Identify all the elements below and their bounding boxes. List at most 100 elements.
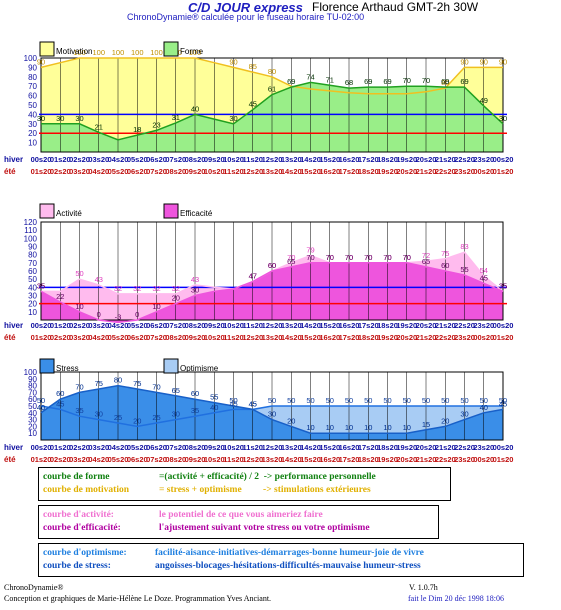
ete-tick: 01s20 xyxy=(31,455,52,464)
y-tick-label: 20 xyxy=(28,422,37,431)
data-label: 30 xyxy=(229,114,237,123)
ete-tick: 03s20 xyxy=(69,333,90,342)
ete-tick: 05s20 xyxy=(108,333,129,342)
ete-tick: 20s20 xyxy=(396,333,417,342)
y-tick-label: 30 xyxy=(28,292,37,301)
data-label: 35 xyxy=(191,406,199,415)
legend-optimisme-text: facilité-aisance-initiatives-démarrages-… xyxy=(155,548,424,558)
hiver-tick: 19s20 xyxy=(396,443,417,452)
data-label: 18 xyxy=(133,125,141,134)
data-label: 10 xyxy=(326,423,334,432)
data-label: 69 xyxy=(383,77,391,86)
legend-swatch xyxy=(163,358,179,374)
data-label: 30 xyxy=(37,114,45,123)
data-label: 50 xyxy=(75,269,83,278)
data-label: 35 xyxy=(37,281,45,290)
data-label: 32 xyxy=(172,284,180,293)
hiver-tick: 14s20 xyxy=(300,443,321,452)
hiver-tick: 10s20 xyxy=(223,443,244,452)
hiver-tick: 03s20 xyxy=(88,321,109,330)
data-label: 10 xyxy=(345,423,353,432)
data-label: 50 xyxy=(460,396,468,405)
hiver-tick: 15s20 xyxy=(319,155,340,164)
data-label: 70 xyxy=(345,253,353,262)
data-label: 90 xyxy=(480,57,488,66)
ete-tick: 10s20 xyxy=(204,333,225,342)
ete-tick: 18s20 xyxy=(358,167,379,176)
hiver-tick: 01s20 xyxy=(50,443,71,452)
data-label: 55 xyxy=(210,393,218,402)
legend-series-name: Stress xyxy=(56,364,79,373)
hiver-tick: 15s20 xyxy=(319,443,340,452)
data-label: 70 xyxy=(326,253,334,262)
data-label: 70 xyxy=(403,253,411,262)
hiver-tick: 20s20 xyxy=(416,443,437,452)
ete-tick: 00s20 xyxy=(473,167,494,176)
ete-tick: 16s20 xyxy=(319,333,340,342)
data-label: 43 xyxy=(191,275,199,284)
ete-tick: 07s20 xyxy=(146,167,167,176)
ete-tick: 04s20 xyxy=(88,333,109,342)
data-label: 0 xyxy=(135,310,139,319)
data-label: 71 xyxy=(326,75,334,84)
data-label: 35 xyxy=(37,281,45,290)
data-label: 50 xyxy=(229,396,237,405)
y-tick-label: 40 xyxy=(28,110,37,119)
footer-credits: Conception et graphiques de Marie-Hélène… xyxy=(4,594,272,603)
ete-tick: 19s20 xyxy=(377,455,398,464)
data-label: 20 xyxy=(133,416,141,425)
legend-swatch xyxy=(163,203,179,219)
data-label: 70 xyxy=(345,253,353,262)
ete-tick: 11s20 xyxy=(223,333,243,342)
data-label: 25 xyxy=(152,413,160,422)
ete-tick: 05s20 xyxy=(108,167,129,176)
hiver-tick: 23s20 xyxy=(473,321,494,330)
data-label: 70 xyxy=(287,253,295,262)
hiver-tick: 06s20 xyxy=(146,155,167,164)
data-label: 65 xyxy=(172,386,180,395)
data-label: 20 xyxy=(441,416,449,425)
hiver-tick: 09s20 xyxy=(204,321,225,330)
data-label: 69 xyxy=(460,77,468,86)
ete-tick: 08s20 xyxy=(165,167,186,176)
ete-tick: 08s20 xyxy=(165,455,186,464)
ete-tick: 16s20 xyxy=(319,167,340,176)
data-label: 45 xyxy=(249,399,257,408)
y-tick-label: 60 xyxy=(28,92,37,101)
ete-tick: 01s20 xyxy=(31,333,52,342)
ete-tick: 12s20 xyxy=(242,455,263,464)
hiver-tick: 19s20 xyxy=(396,155,417,164)
hiver-tick: 08s20 xyxy=(185,321,206,330)
subtitle: ChronoDynamie® calculée pour le fuseau h… xyxy=(127,12,365,22)
data-label: 69 xyxy=(287,77,295,86)
hiver-tick: 14s20 xyxy=(300,321,321,330)
data-label: 30 xyxy=(75,114,83,123)
data-label: 100 xyxy=(189,48,202,57)
legend-forme-label: courbe de forme xyxy=(43,472,110,482)
ete-tick: 06s20 xyxy=(127,167,148,176)
ete-tick: 13s20 xyxy=(262,167,283,176)
ete-tick: 12s20 xyxy=(242,333,263,342)
ete-tick: 18s20 xyxy=(358,455,379,464)
line-optimisme xyxy=(40,405,503,428)
hiver-tick: 21s20 xyxy=(435,321,456,330)
hiver-tick: 23s20 xyxy=(473,155,494,164)
y-tick-label: 80 xyxy=(28,382,37,391)
hiver-tick: 12s20 xyxy=(262,443,283,452)
ete-tick: 06s20 xyxy=(127,333,148,342)
data-label: 45 xyxy=(56,399,64,408)
data-label: 70 xyxy=(306,253,314,262)
ete-tick: 08s20 xyxy=(165,333,186,342)
hiver-tick: 13s20 xyxy=(281,155,302,164)
data-label: 70 xyxy=(422,76,430,85)
hiver-tick: 09s20 xyxy=(204,443,225,452)
y-tick-label: 60 xyxy=(28,395,37,404)
ete-tick: 10s20 xyxy=(204,455,225,464)
data-label: 70 xyxy=(403,76,411,85)
data-label: 50 xyxy=(306,396,314,405)
data-label: 100 xyxy=(73,48,86,57)
data-label: 65 xyxy=(287,257,295,266)
hiver-tick: 02s20 xyxy=(69,155,90,164)
